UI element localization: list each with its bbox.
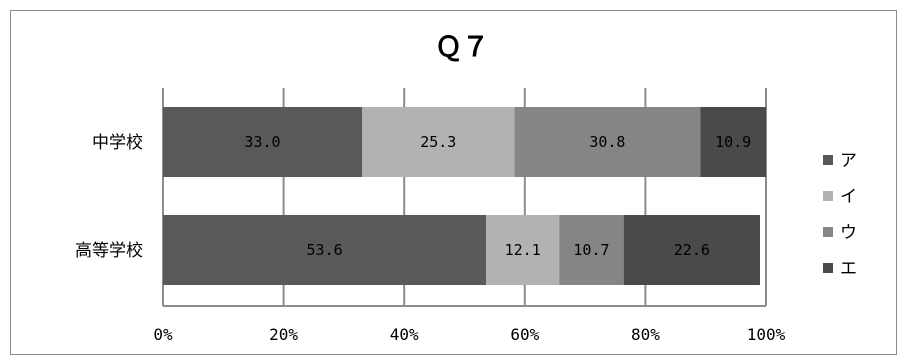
chart-title: Ｑ７ [435, 32, 489, 63]
legend-swatch [823, 191, 833, 201]
category-label: 高等学校 [75, 241, 143, 261]
x-tick-label: 0% [153, 325, 173, 344]
bar-segment [559, 215, 624, 285]
category-label: 中学校 [92, 133, 143, 153]
legend-label: イ [840, 187, 857, 207]
chart-x-tick-labels: 0% 20% 40% 60% 80% 100% [153, 325, 785, 344]
data-label: 22.6 [674, 241, 710, 259]
data-label: 12.1 [505, 241, 541, 259]
legend-swatch [823, 227, 833, 237]
x-tick-label: 60% [510, 325, 539, 344]
bar-segment [486, 215, 560, 285]
x-tick-label: 20% [269, 325, 298, 344]
x-tick-label: 40% [390, 325, 419, 344]
bar-segment [700, 107, 766, 177]
x-tick-label: 80% [631, 325, 660, 344]
data-label: 10.7 [573, 241, 609, 259]
data-label: 25.3 [420, 133, 456, 151]
legend-swatch [823, 263, 833, 273]
bar-segment [361, 107, 515, 177]
legend-label: ア [840, 151, 857, 171]
legend-label: エ [840, 259, 857, 279]
data-label: 10.9 [715, 133, 751, 151]
bar-segment [163, 215, 487, 285]
data-label: 53.6 [307, 241, 343, 259]
data-label: 33.0 [244, 133, 280, 151]
bar-segment [163, 107, 362, 177]
x-tick-label: 100% [747, 325, 786, 344]
chart-bars: 33.0 25.3 30.8 10.9 53.6 12.1 10.7 22.6 [163, 107, 766, 285]
bar-segment [623, 215, 760, 285]
chart-frame [10, 10, 897, 355]
legend-label: ウ [840, 223, 857, 243]
data-label: 30.8 [589, 133, 625, 151]
bar-segment [514, 107, 701, 177]
legend-swatch [823, 155, 833, 165]
